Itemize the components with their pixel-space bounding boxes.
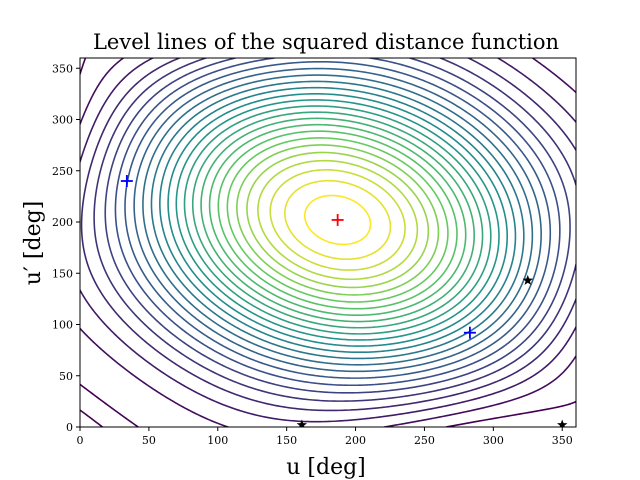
contour-level-line [208,123,467,317]
saddle-point-marker [296,419,308,427]
contour-level-line [167,93,508,347]
contour-level-line [142,74,534,366]
contour-level-line [257,159,419,281]
contour-level-line [80,58,576,427]
contour-level-line [93,58,576,402]
contour-level-line [284,179,392,261]
x-axis-label: u [deg] [286,455,366,480]
contour-level-line [183,105,492,335]
x-tick-label: 100 [207,434,228,447]
contour-level-line [124,60,552,379]
y-tick-label: 350 [52,62,73,75]
contour-level-line [200,117,475,323]
y-tick-label: 300 [52,114,73,127]
x-tick-label: 0 [77,434,84,447]
contour-level-line [175,99,500,341]
y-axis-ticks: 0 50 100 150 200 250 300 350 [52,62,80,434]
y-tick-label: 50 [59,370,73,383]
contour-level-line [133,67,542,373]
chart-title: Level lines of the squared distance func… [93,30,559,54]
x-tick-label: 200 [345,434,366,447]
contour-lines [80,58,576,427]
y-tick-label: 250 [52,165,73,178]
plot-frame [79,57,577,428]
saddle-point-marker [556,419,568,427]
y-tick-label: 0 [66,421,73,434]
y-tick-label: 150 [52,267,73,280]
critical-point-markers [120,175,568,427]
y-tick-label: 200 [52,216,73,229]
contour-level-line [269,169,406,271]
maximum-marker [331,213,344,226]
minimum-marker [463,326,476,339]
x-tick-label: 50 [142,434,156,447]
contour-level-line [191,111,484,329]
x-tick-label: 300 [483,434,504,447]
x-tick-label: 150 [276,434,297,447]
contour-level-line [217,130,458,310]
contour-level-line [80,58,576,423]
minimum-marker [120,175,133,187]
contour-level-line [226,137,449,303]
contour-level-line [104,58,571,394]
saddle-point-marker [522,274,534,285]
contour-level-line [80,58,576,427]
contour-level-line [236,144,440,296]
y-axis-label: u′ [deg] [21,201,46,286]
contour-level-line [114,58,561,387]
x-axis-ticks: 0 50 100 150 200 250 300 350 [77,427,573,447]
x-tick-label: 350 [552,434,573,447]
y-tick-label: 100 [52,319,73,332]
contour-level-line [159,86,517,354]
contour-level-line [80,58,576,412]
x-tick-label: 250 [414,434,435,447]
contour-level-line [246,151,430,289]
contour-level-line [303,194,372,246]
contour-level-line [150,80,525,360]
